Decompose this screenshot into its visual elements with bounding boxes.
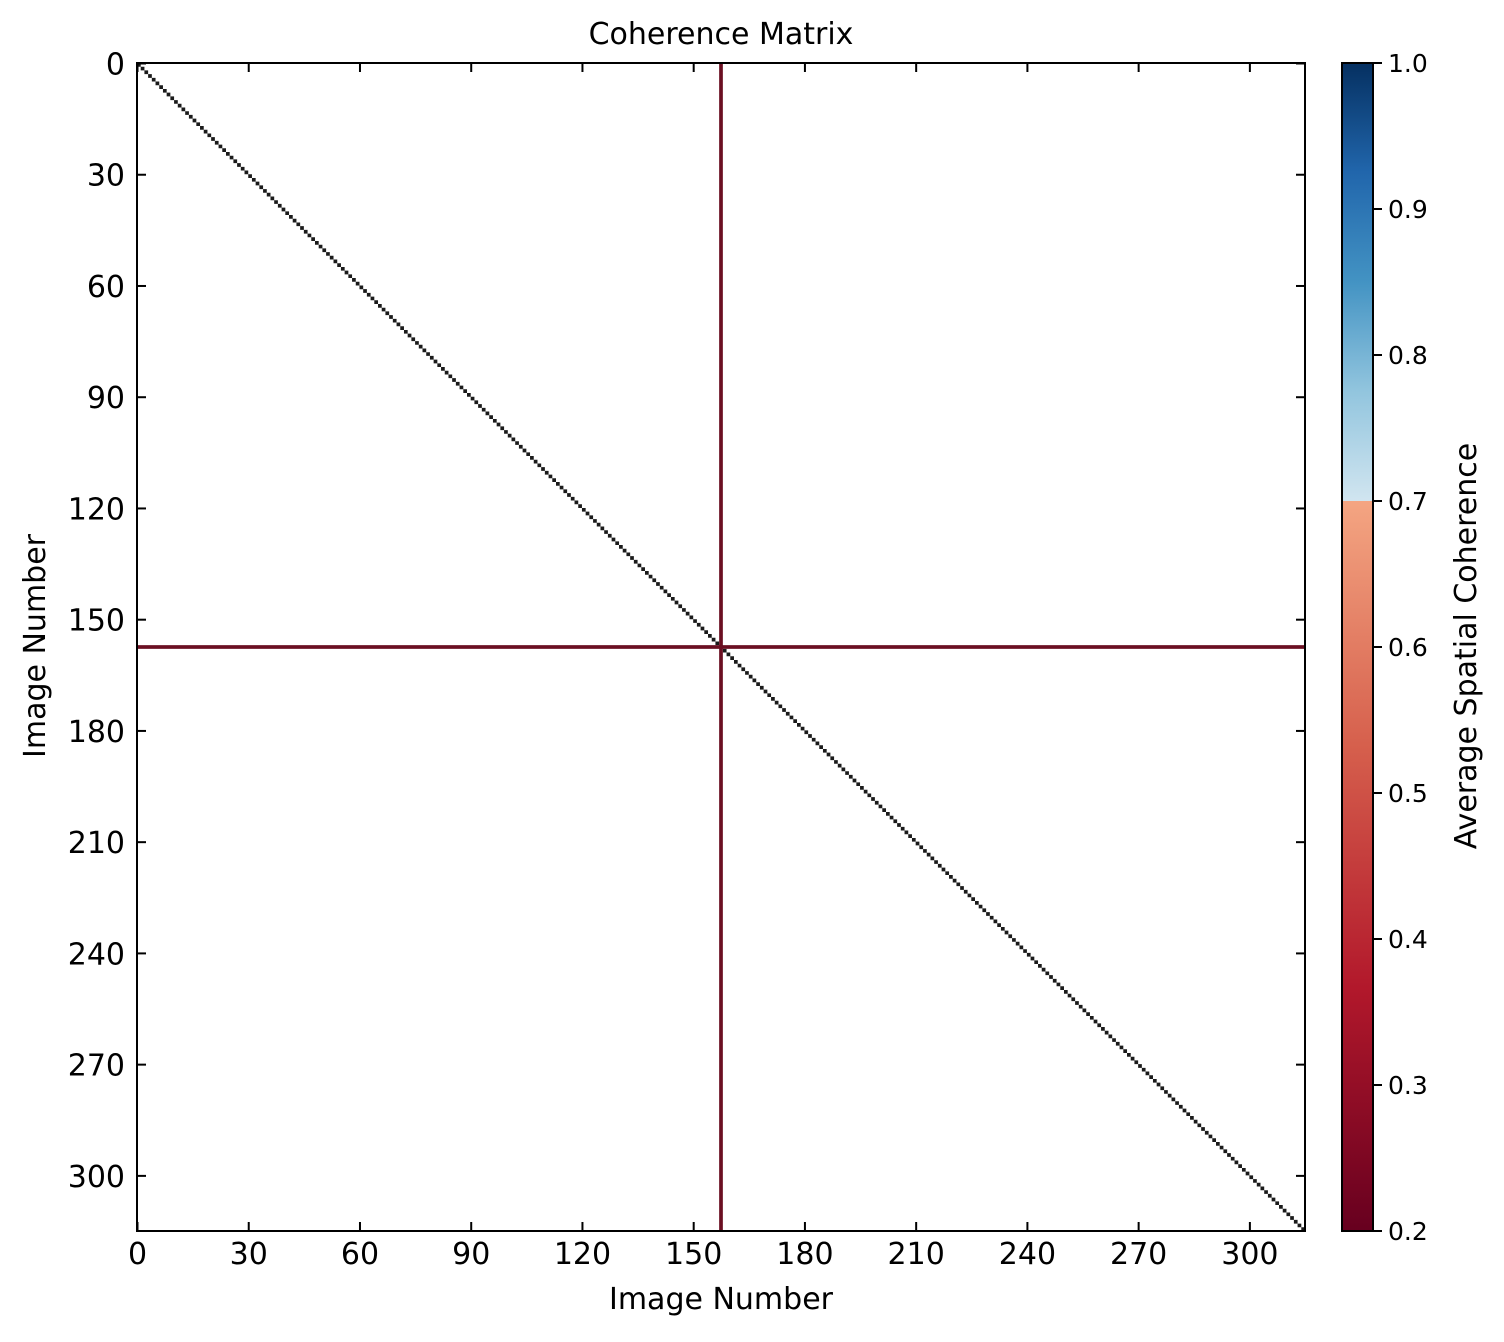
y-tick-label: 120	[68, 492, 125, 527]
x-tick-label: 240	[999, 1237, 1056, 1272]
x-axis-label: Image Number	[609, 1282, 834, 1317]
axes-frame	[136, 62, 1306, 1232]
y-tick-label: 210	[68, 826, 125, 861]
colorbar-tick-label: 0.6	[1388, 633, 1428, 662]
y-tick-label: 30	[87, 159, 125, 194]
x-tick-label: 60	[341, 1237, 379, 1272]
low-coherence-row	[137, 645, 1305, 649]
colorbar: 0.2 0.3 0.4 0.5 0.6 0.7 0.8 0.9 1.0	[1341, 49, 1428, 1246]
x-tick-label: 180	[776, 1237, 833, 1272]
x-tick-label: 270	[1110, 1237, 1167, 1272]
colorbar-tick-label: 0.2	[1388, 1217, 1428, 1246]
colorbar-tick-label: 0.7	[1388, 487, 1428, 516]
y-tick-label: 150	[68, 604, 125, 639]
colorbar-tick-label: 0.4	[1388, 925, 1428, 954]
colorbar-label: Average Spatial Coherence	[1449, 443, 1484, 849]
y-tick-label: 270	[68, 1049, 125, 1084]
x-tick-label: 30	[230, 1237, 268, 1272]
x-tick-label: 90	[452, 1237, 490, 1272]
x-tick-label: 150	[665, 1237, 722, 1272]
plot-area: 0 30 60 90 120 150 180 210 240 270 300 0 30 60 90 120 15…	[68, 48, 1306, 1272]
colorbar-tick-label: 0.5	[1388, 779, 1428, 808]
colorbar-high-segment	[1342, 63, 1373, 501]
x-tick-label: 120	[554, 1237, 611, 1272]
y-axis-label: Image Number	[18, 533, 53, 758]
y-tick-label: 300	[68, 1160, 125, 1195]
colorbar-tick-label: 0.3	[1388, 1071, 1428, 1100]
x-tick-label: 300	[1221, 1237, 1278, 1272]
x-tick-label: 0	[128, 1237, 147, 1272]
y-tick-label: 180	[68, 715, 125, 750]
colorbar-tick-label: 0.8	[1388, 341, 1428, 370]
y-tick-label: 240	[68, 937, 125, 972]
colorbar-low-segment	[1342, 501, 1373, 1231]
colorbar-tick-label: 0.9	[1388, 195, 1428, 224]
y-tick-label: 90	[87, 381, 125, 416]
y-tick-label: 0	[106, 48, 125, 83]
colorbar-tick-label: 1.0	[1388, 49, 1428, 78]
chart-title: Coherence Matrix	[589, 17, 854, 52]
x-tick-label: 210	[888, 1237, 945, 1272]
y-tick-label: 60	[87, 270, 125, 305]
